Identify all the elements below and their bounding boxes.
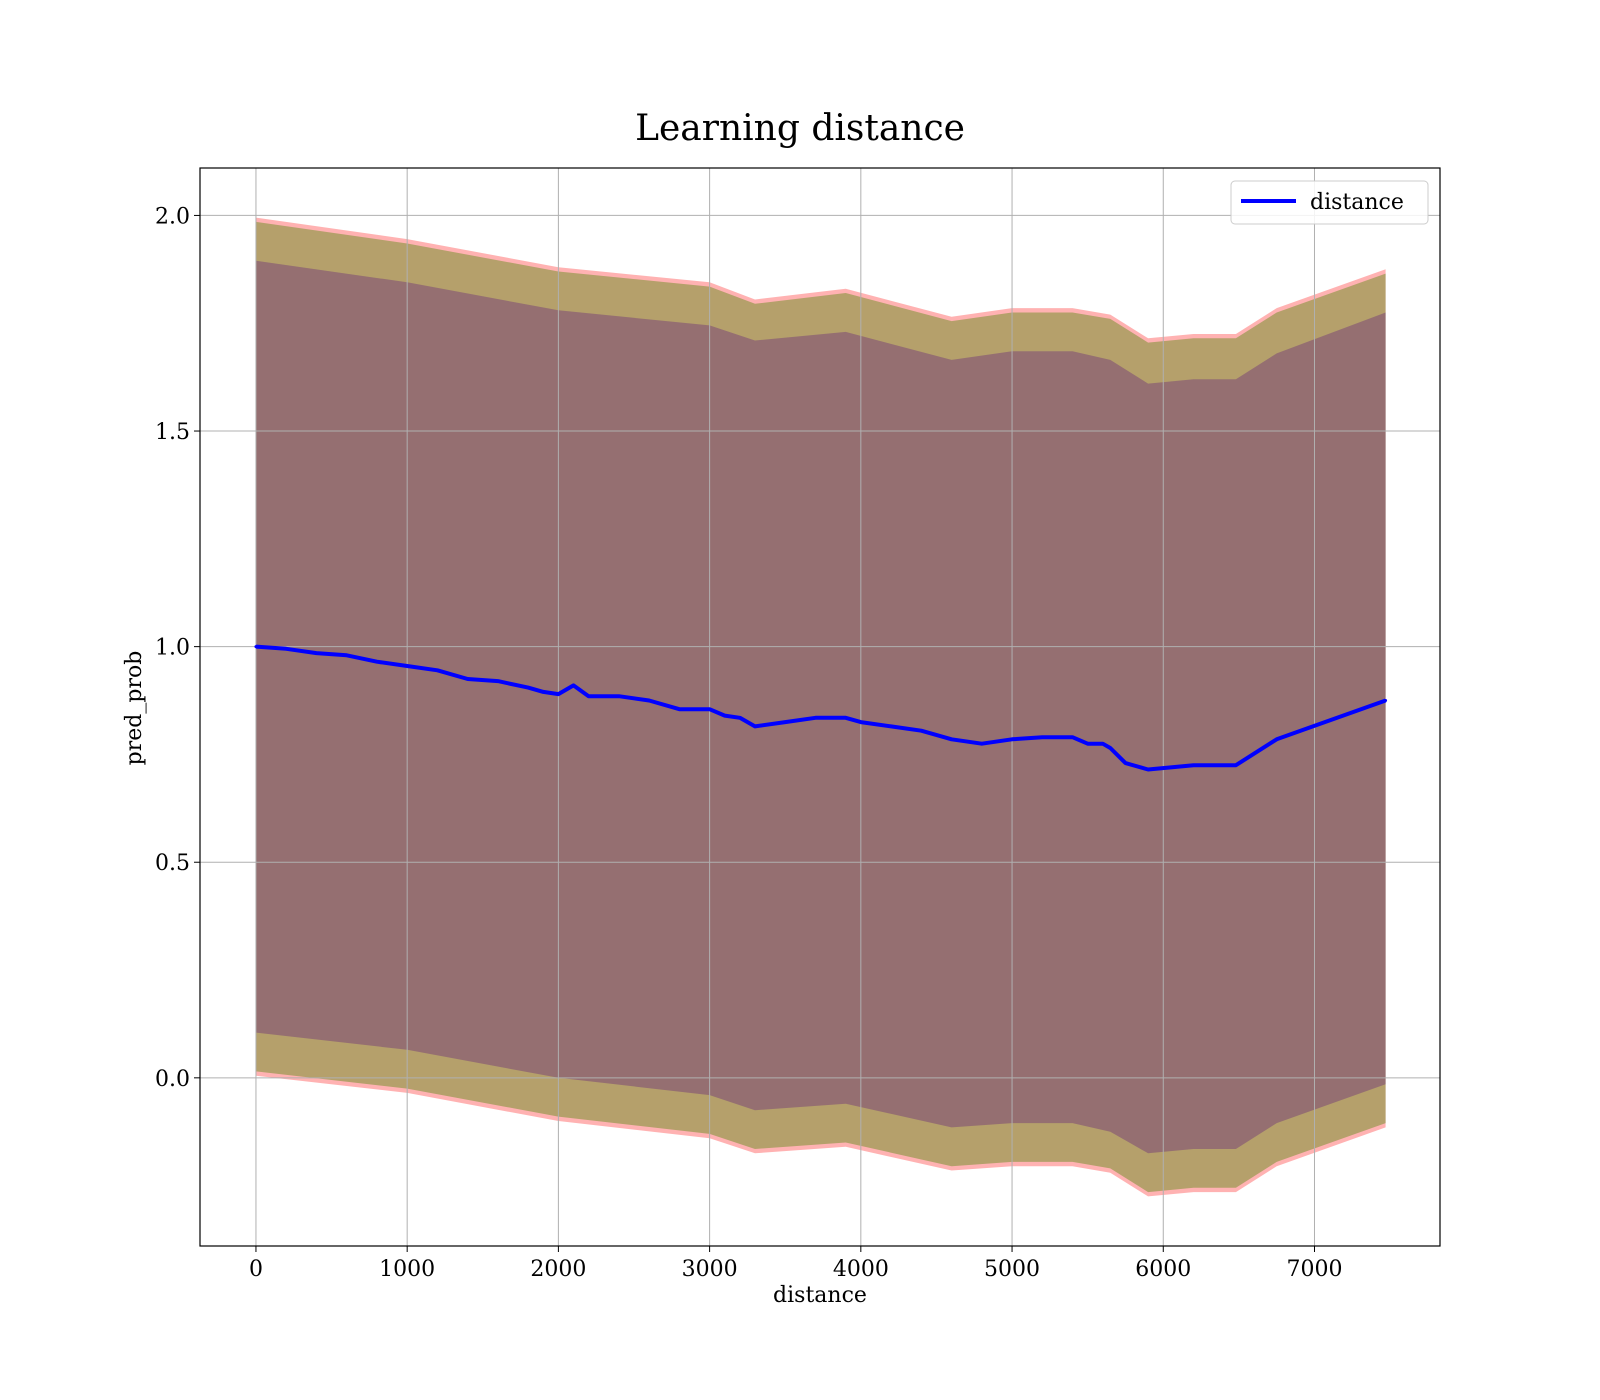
y-axis-ticks: 0.0 0.5 1.0 1.5 2.0 [155, 204, 200, 1092]
data-point [813, 716, 817, 720]
data-point [284, 647, 288, 651]
data-point [1010, 737, 1014, 741]
data-point [314, 651, 318, 655]
data-point [723, 714, 727, 718]
y-tick-label-3: 1.5 [155, 420, 190, 445]
x-tick-label-1: 1000 [379, 1257, 435, 1282]
plot-area-frame [199, 167, 1441, 1247]
data-point [1146, 768, 1150, 772]
data-point [526, 686, 530, 690]
x-tick-label-3: 3000 [682, 1257, 738, 1282]
grid [200, 168, 1440, 1246]
data-point [466, 677, 470, 681]
x-axis-label: distance [773, 1283, 867, 1308]
x-tick-label-4: 4000 [833, 1257, 889, 1282]
data-point [950, 737, 954, 741]
x-tick-label-5: 5000 [984, 1257, 1040, 1282]
data-point [496, 679, 500, 683]
data-point [1192, 763, 1196, 767]
data-point [345, 653, 349, 657]
data-point [405, 664, 409, 668]
data-point [1086, 742, 1090, 746]
data-point [919, 729, 923, 733]
legend-label: distance [1310, 190, 1404, 215]
data-point [980, 742, 984, 746]
data-point [1234, 763, 1238, 767]
x-tick-label-2: 2000 [530, 1257, 586, 1282]
y-tick-label-1: 0.5 [155, 851, 190, 876]
data-point [435, 668, 439, 672]
data-point [375, 660, 379, 664]
data-point [587, 694, 591, 698]
y-axis-label: pred_prob [122, 651, 147, 766]
data-point [708, 707, 712, 711]
data-point [556, 692, 560, 696]
confidence-bands [256, 217, 1386, 1197]
chart-title: Learning distance [635, 108, 965, 149]
data-point [753, 724, 757, 728]
data-point [1275, 737, 1279, 741]
data-point [254, 645, 258, 649]
y-tick-label-0: 0.0 [155, 1067, 190, 1092]
data-point [1071, 735, 1075, 739]
data-point [647, 699, 651, 703]
x-axis-ticks: 0 1000 2000 3000 4000 5000 6000 7000 [249, 1246, 1342, 1282]
data-point [677, 707, 681, 711]
data-point [572, 683, 576, 687]
series-lines [254, 644, 1388, 772]
x-tick-label-0: 0 [249, 1257, 263, 1282]
band-2 [256, 260, 1386, 1154]
data-point [617, 694, 621, 698]
data-point [541, 690, 545, 694]
x-tick-label-6: 6000 [1135, 1257, 1191, 1282]
data-point [1108, 746, 1112, 750]
legend-box [1230, 180, 1429, 225]
y-tick-label-2: 1.0 [155, 636, 190, 661]
data-point [859, 720, 863, 724]
band-1 [256, 221, 1386, 1193]
data-point [1123, 761, 1127, 765]
x-tick-label-7: 7000 [1286, 1257, 1342, 1282]
data-point [844, 716, 848, 720]
y-tick-label-4: 2.0 [155, 204, 190, 229]
data-point [889, 724, 893, 728]
data-point [1040, 735, 1044, 739]
data-point [783, 720, 787, 724]
data-point [1101, 742, 1105, 746]
data-point [738, 716, 742, 720]
legend: distance [1230, 180, 1429, 225]
data-point [1384, 699, 1388, 703]
